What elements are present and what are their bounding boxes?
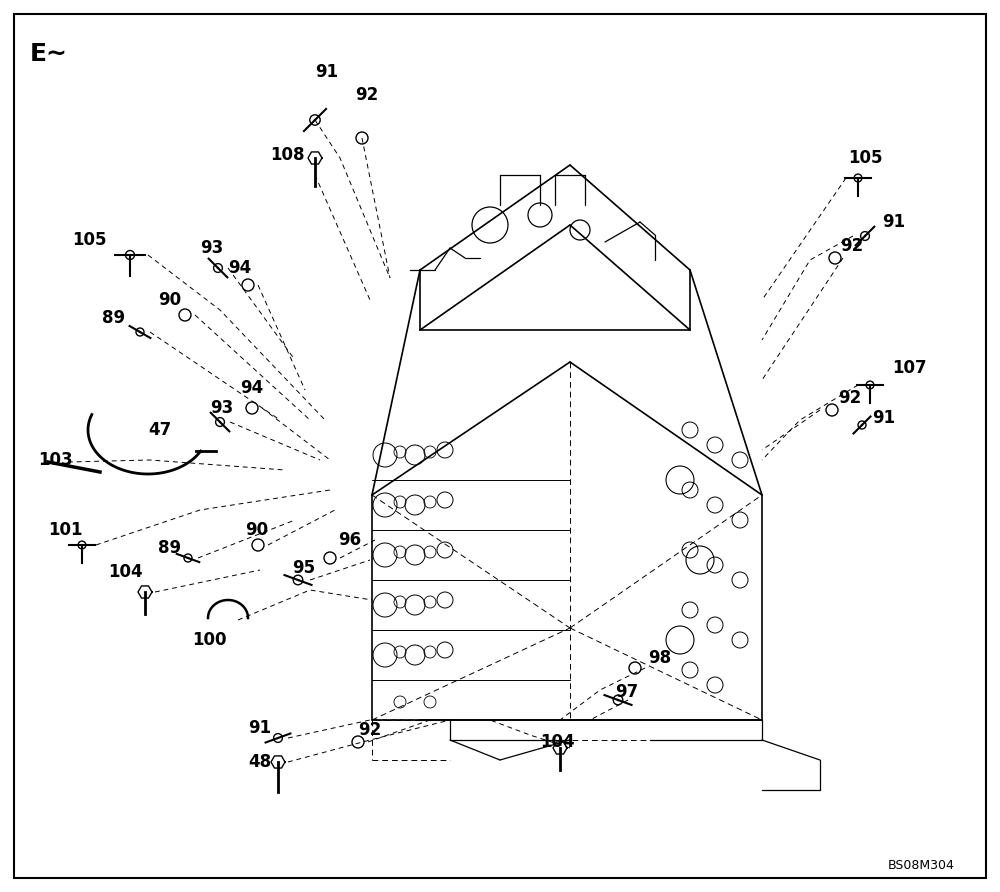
- Text: 96: 96: [338, 531, 361, 549]
- Text: 92: 92: [355, 86, 378, 104]
- Text: 97: 97: [615, 683, 638, 701]
- Text: 105: 105: [72, 231, 106, 249]
- Text: 105: 105: [848, 149, 883, 167]
- Text: 92: 92: [838, 389, 861, 407]
- Text: 108: 108: [270, 146, 304, 164]
- Text: 104: 104: [540, 733, 575, 751]
- Text: BS08M304: BS08M304: [888, 859, 955, 872]
- Text: 100: 100: [192, 631, 226, 649]
- Text: 107: 107: [892, 359, 927, 377]
- Text: 91: 91: [872, 409, 895, 427]
- Text: 91: 91: [315, 63, 338, 81]
- Text: 90: 90: [158, 291, 181, 309]
- Text: 48: 48: [248, 753, 271, 771]
- Text: 92: 92: [358, 721, 381, 739]
- Text: 93: 93: [200, 239, 223, 257]
- Text: 91: 91: [882, 213, 905, 231]
- Text: 89: 89: [102, 309, 125, 327]
- Text: 91: 91: [248, 719, 271, 737]
- Text: 89: 89: [158, 539, 181, 557]
- Text: 90: 90: [245, 521, 268, 539]
- Text: 104: 104: [108, 563, 143, 581]
- Text: 95: 95: [292, 559, 315, 577]
- Text: 98: 98: [648, 649, 671, 667]
- Text: 94: 94: [240, 379, 263, 397]
- Text: 93: 93: [210, 399, 233, 417]
- Text: 47: 47: [148, 421, 171, 439]
- Text: 103: 103: [38, 451, 73, 469]
- Text: 94: 94: [228, 259, 251, 277]
- Text: E∼: E∼: [30, 42, 68, 66]
- Text: 101: 101: [48, 521, 82, 539]
- Text: 92: 92: [840, 237, 863, 255]
